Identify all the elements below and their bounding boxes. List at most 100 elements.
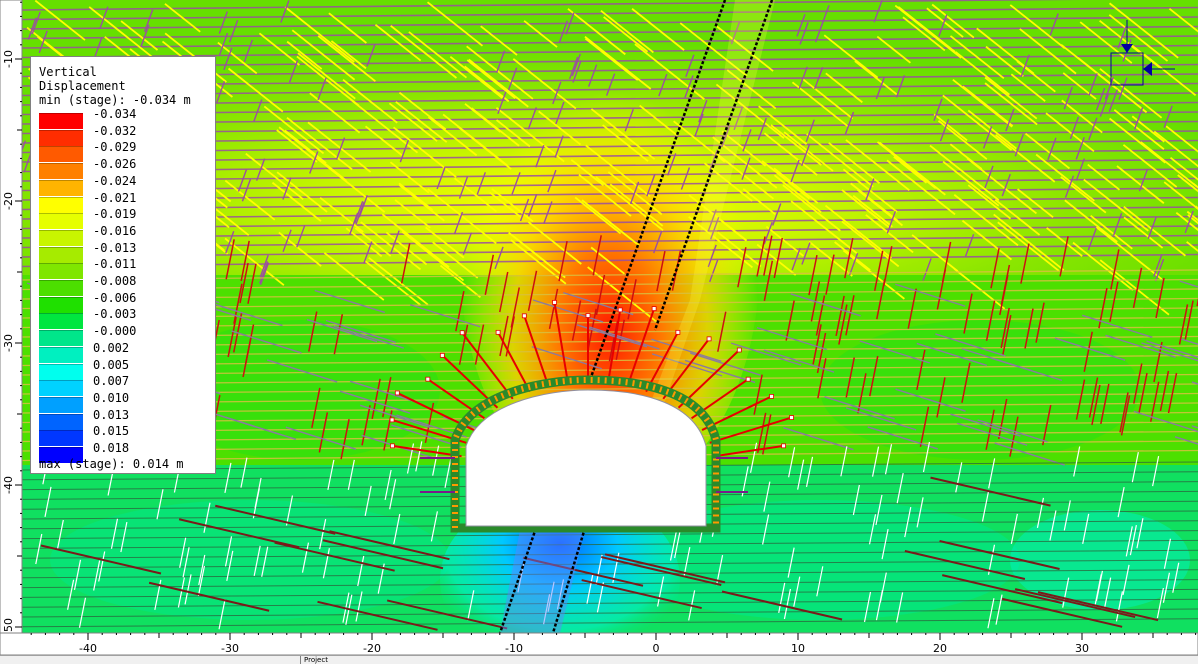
- joint-set-grey: [285, 426, 357, 450]
- joint-set-purple-steep: [494, 246, 504, 270]
- joint-set-grey: [730, 342, 802, 366]
- contour-legend[interactable]: Vertical Displacement min (stage): -0.03…: [30, 56, 216, 474]
- joint-set-grey: [1133, 410, 1198, 433]
- joint-set-darkred: [904, 550, 1026, 580]
- joint-set-white: [327, 459, 335, 490]
- joint-set-darkred: [40, 544, 162, 575]
- joint-set-red: [1024, 308, 1034, 349]
- joint-set-yellow: [345, 227, 383, 258]
- joint-set-yellow: [297, 52, 356, 100]
- joint-set-purple-steep: [243, 39, 253, 63]
- joint-set-yellow: [439, 264, 482, 298]
- joint-set-yellow: [929, 144, 1000, 202]
- joint-set-lower-horizontal: [22, 618, 1198, 628]
- joint-set-yellow: [801, 78, 854, 120]
- joint-set-purple-steep: [1014, 134, 1024, 157]
- joint-set-white: [904, 507, 912, 538]
- fault-line-left: [588, 0, 727, 381]
- legend-swatch: [39, 263, 83, 280]
- joint-set-yellow: [590, 108, 656, 160]
- joint-set-yellow: [538, 110, 582, 146]
- joint-set-purple-steep: [922, 258, 932, 281]
- joint-set-red: [1083, 331, 1093, 372]
- joint-set-white: [797, 459, 805, 490]
- joint-set-white: [226, 550, 234, 582]
- joint-set-yellow: [742, 188, 776, 215]
- joint-set-yellow: [395, 101, 448, 143]
- joint-set-darkred: [522, 556, 644, 587]
- joint-set-yellow: [368, 256, 429, 306]
- joint-set-red: [763, 260, 774, 301]
- bolt-end-marker: [389, 417, 395, 423]
- joint-set-grey: [756, 326, 828, 351]
- joint-set-yellow: [1009, 4, 1066, 49]
- joint-set-yellow: [825, 72, 863, 104]
- joint-set-grey: [333, 325, 404, 349]
- joint-set-yellow: [570, 159, 605, 187]
- joint-set-yellow: [602, 124, 649, 162]
- joint-set-lower-horizontal: [22, 569, 1198, 579]
- joint-set-yellow: [388, 102, 438, 142]
- joint-set-purple-steep: [255, 158, 266, 181]
- joint-set-yellow: [1153, 130, 1198, 168]
- joint-set-yellow: [937, 120, 988, 160]
- joint-set-yellow: [984, 82, 1038, 126]
- joint-set-purple-steep: [772, 203, 782, 226]
- joint-set-darkred: [215, 504, 336, 535]
- legend-swatch: [39, 196, 83, 213]
- joint-set-yellow: [590, 246, 626, 275]
- joint-set-purple-steep: [653, 230, 663, 254]
- joint-set-purple-steep: [605, 73, 616, 96]
- joint-set-red: [1088, 377, 1099, 418]
- joint-set-darkred: [178, 518, 300, 549]
- joint-set-red: [527, 270, 538, 311]
- joint-set-purple: [22, 101, 1198, 116]
- legend-swatch: [39, 213, 83, 230]
- joint-set-purple: [22, 6, 1198, 21]
- joint-set-purple-steep: [280, 0, 290, 23]
- joint-set-yellow: [876, 35, 911, 64]
- joint-set-red: [371, 378, 381, 419]
- joint-set-yellow: [401, 231, 465, 282]
- legend-title-line2: Displacement: [39, 79, 126, 93]
- joint-set-purple-steep: [453, 211, 464, 235]
- joint-set-red: [919, 406, 930, 447]
- joint-set-white: [253, 545, 261, 577]
- joint-set-purple-steep: [1075, 158, 1086, 181]
- boundary-restraint-icon[interactable]: [1110, 20, 1175, 86]
- joint-set-purple: [22, 196, 1198, 211]
- joint-set-purple: [22, 149, 1198, 163]
- joint-set-purple-steep: [984, 165, 994, 189]
- joint-set-white: [674, 527, 682, 559]
- joint-set-red: [753, 374, 763, 415]
- legend-label: 0.013: [93, 407, 130, 422]
- joint-set-red: [907, 288, 917, 329]
- joint-set-purple-steep: [684, 75, 694, 98]
- joint-set-purple-steep: [844, 111, 855, 135]
- legend-swatch: [39, 246, 83, 263]
- joint-set-purple-steep: [796, 14, 806, 37]
- joint-set-purple: [22, 92, 1198, 106]
- joint-set-purple-steep: [218, 11, 228, 34]
- project-tab[interactable]: Project: [300, 656, 331, 664]
- joint-set-yellow: [1099, 68, 1163, 119]
- joint-set-white: [556, 579, 565, 610]
- joint-set-yellow: [319, 196, 364, 233]
- joint-set-yellow: [432, 241, 479, 279]
- joint-set-white: [93, 560, 101, 591]
- joint-set-red: [873, 250, 884, 291]
- joint-set-red: [997, 398, 1008, 440]
- joint-set-purple-steep: [1153, 254, 1163, 277]
- joint-set-yellow: [715, 83, 785, 139]
- tunnel-excavation[interactable]: [420, 375, 748, 533]
- joint-set-yellow: [1186, 241, 1198, 252]
- joint-set-white: [285, 495, 294, 526]
- joint-set-red: [1155, 277, 1165, 319]
- joint-set-purple-steep: [1020, 54, 1030, 77]
- joint-set-yellow: [846, 193, 890, 229]
- joint-set-purple-steep: [363, 241, 373, 264]
- joint-set-white: [322, 548, 330, 579]
- joint-set-red: [1110, 249, 1120, 290]
- bolt-end-marker: [706, 336, 712, 342]
- legend-swatch: [39, 396, 83, 413]
